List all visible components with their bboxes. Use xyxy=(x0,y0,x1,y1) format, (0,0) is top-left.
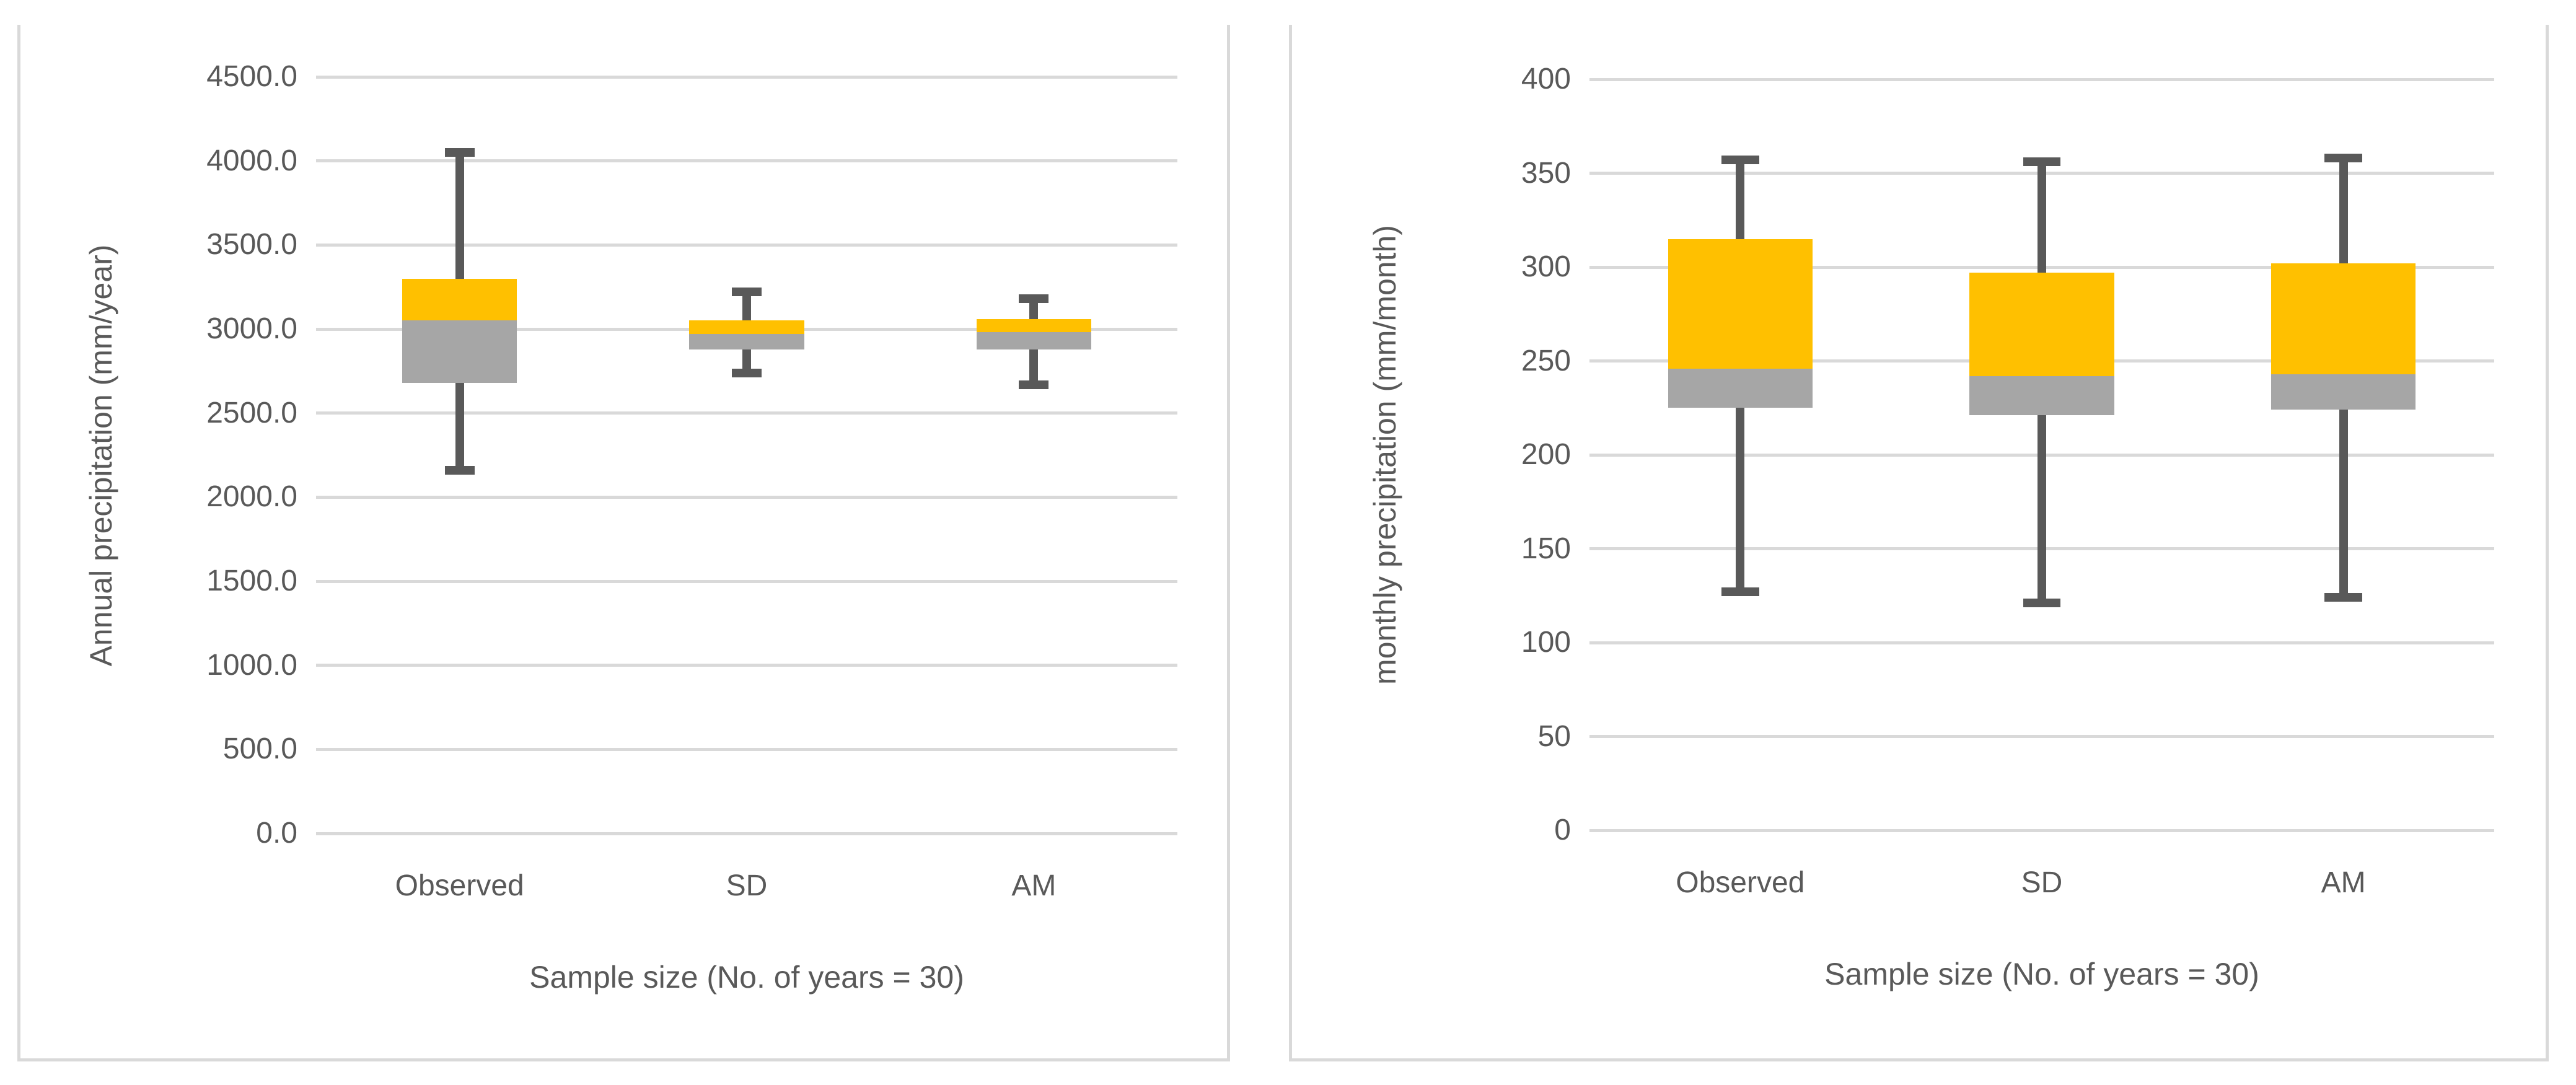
whisker-lower xyxy=(455,382,464,470)
whisker-cap-bottom xyxy=(2023,599,2061,608)
x-category-label: SD xyxy=(2021,866,2063,899)
y-tick-label: 350 xyxy=(1521,156,1571,190)
whisker-cap-top xyxy=(2023,157,2061,167)
whisker-cap-top xyxy=(731,288,762,297)
box-upper-segment xyxy=(1668,239,1813,369)
y-axis-title: Annual precipitation (mm/year) xyxy=(84,244,118,666)
y-tick-label: 400 xyxy=(1521,63,1571,95)
x-axis-title: Sample size (No. of years = 30) xyxy=(1824,957,2259,991)
x-category-label: Observed xyxy=(395,869,524,902)
box-upper-segment xyxy=(976,318,1091,333)
x-category-label: AM xyxy=(2321,866,2366,899)
box-upper-segment xyxy=(1969,273,2114,376)
box-lower-segment xyxy=(1668,368,1813,408)
y-tick-label: 50 xyxy=(1537,719,1571,753)
y-axis-title: monthly precipitation (mm/month) xyxy=(1368,225,1402,685)
whisker-cap-bottom xyxy=(2324,593,2363,602)
y-tick-label: 3000.0 xyxy=(206,312,297,345)
gridline xyxy=(316,159,1177,163)
whisker-lower xyxy=(742,349,751,373)
y-tick-label: 4500.0 xyxy=(206,60,297,93)
x-category-label: SD xyxy=(726,869,768,902)
y-tick-label: 200 xyxy=(1521,438,1571,471)
y-tick-label: 300 xyxy=(1521,250,1571,283)
whisker-lower xyxy=(2038,415,2046,604)
x-axis-title: Sample size (No. of years = 30) xyxy=(529,960,964,995)
y-tick-label: 0.0 xyxy=(256,817,297,850)
gridline xyxy=(1589,735,2494,738)
y-tick-label: 100 xyxy=(1521,626,1571,659)
x-category-label: Observed xyxy=(1676,866,1805,899)
box-upper-segment xyxy=(2270,263,2416,374)
whisker-cap-top xyxy=(1019,294,1049,304)
whisker-lower xyxy=(1736,408,1745,592)
whisker-upper xyxy=(2038,162,2046,273)
whisker-upper xyxy=(2339,158,2348,263)
whisker-lower xyxy=(2339,410,2348,598)
gridline xyxy=(316,75,1177,79)
box-lower-segment xyxy=(2270,374,2416,410)
y-tick-label: 4000.0 xyxy=(206,144,297,177)
box-lower-segment xyxy=(976,332,1091,349)
y-tick-label: 1000.0 xyxy=(206,648,297,682)
whisker-upper xyxy=(1029,299,1039,319)
y-tick-label: 500.0 xyxy=(222,732,297,766)
gridline xyxy=(316,664,1177,667)
whisker-cap-top xyxy=(2324,154,2363,163)
box-upper-segment xyxy=(402,278,517,321)
y-tick-label: 2000.0 xyxy=(206,480,297,514)
gridline xyxy=(1589,828,2494,832)
whisker-cap-bottom xyxy=(1019,380,1049,389)
y-tick-label: 250 xyxy=(1521,344,1571,377)
whisker-lower xyxy=(1029,349,1039,385)
whisker-cap-top xyxy=(444,148,475,157)
gridline xyxy=(316,411,1177,415)
whisker-cap-top xyxy=(1721,156,1759,165)
monthly-precipitation-chart: 400 350 300 250 200 150 100 50 0 monthly precipit… xyxy=(1289,25,2549,1061)
gridline xyxy=(316,579,1177,583)
gridline xyxy=(316,747,1177,751)
y-tick-label: 0 xyxy=(1554,814,1571,846)
y-tick-label: 3500.0 xyxy=(206,228,297,261)
gridline xyxy=(316,832,1177,835)
y-tick-label: 1500.0 xyxy=(206,564,297,597)
x-category-label: AM xyxy=(1011,869,1057,902)
whisker-cap-bottom xyxy=(1721,587,1759,597)
whisker-cap-bottom xyxy=(444,465,475,475)
box-lower-segment xyxy=(1969,376,2114,416)
gridline xyxy=(1589,641,2494,644)
annual-precipitation-chart: 4500.0 4000.0 3500.0 3000.0 2500.0 2000.0 1500… xyxy=(17,25,1230,1061)
gridline xyxy=(1589,77,2494,81)
box-lower-segment xyxy=(689,334,804,349)
y-tick-label: 150 xyxy=(1521,532,1571,565)
whisker-upper xyxy=(742,292,751,321)
gridline xyxy=(316,243,1177,247)
gridline xyxy=(316,495,1177,499)
whisker-cap-bottom xyxy=(731,368,762,377)
whisker-upper xyxy=(1736,160,1745,239)
y-tick-label: 2500.0 xyxy=(206,396,297,429)
whisker-upper xyxy=(455,152,464,279)
box-lower-segment xyxy=(402,320,517,383)
box-upper-segment xyxy=(689,320,804,335)
